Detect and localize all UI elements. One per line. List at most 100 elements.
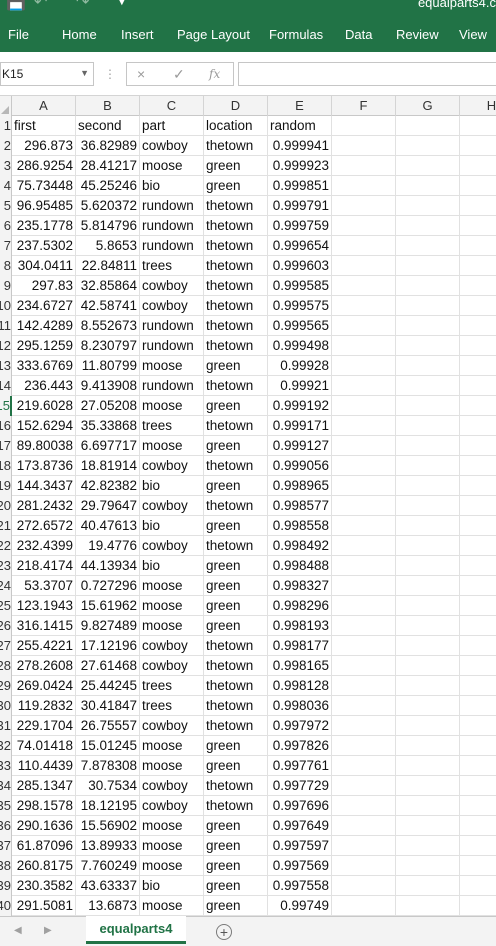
cell[interactable] bbox=[460, 876, 496, 896]
cell[interactable] bbox=[460, 716, 496, 736]
cell[interactable]: 18.81914 bbox=[76, 456, 140, 476]
cell[interactable]: 28.41217 bbox=[76, 156, 140, 176]
cell[interactable]: 235.1778 bbox=[12, 216, 76, 236]
cell[interactable]: 25.44245 bbox=[76, 676, 140, 696]
cell[interactable]: 7.878308 bbox=[76, 756, 140, 776]
cell[interactable] bbox=[332, 536, 396, 556]
cell[interactable]: cowboy bbox=[140, 276, 204, 296]
cell[interactable] bbox=[460, 156, 496, 176]
cell[interactable] bbox=[460, 476, 496, 496]
cell[interactable] bbox=[460, 436, 496, 456]
cell[interactable]: green bbox=[204, 616, 268, 636]
column-header-c[interactable]: C bbox=[140, 96, 204, 116]
cell[interactable]: cowboy bbox=[140, 456, 204, 476]
cell[interactable]: moose bbox=[140, 616, 204, 636]
cell[interactable]: 0.999192 bbox=[268, 396, 332, 416]
cell[interactable]: 18.12195 bbox=[76, 796, 140, 816]
cell[interactable]: green bbox=[204, 556, 268, 576]
cell[interactable] bbox=[460, 736, 496, 756]
cell[interactable]: thetown bbox=[204, 636, 268, 656]
cell[interactable]: moose bbox=[140, 156, 204, 176]
cell[interactable] bbox=[460, 556, 496, 576]
chevron-down-icon[interactable]: ▼ bbox=[80, 68, 89, 78]
cell[interactable] bbox=[332, 556, 396, 576]
cell[interactable] bbox=[332, 176, 396, 196]
cell[interactable] bbox=[332, 156, 396, 176]
cell[interactable] bbox=[460, 656, 496, 676]
tab-review[interactable]: Review bbox=[396, 27, 439, 42]
cell[interactable]: 0.999654 bbox=[268, 236, 332, 256]
cell[interactable]: moose bbox=[140, 396, 204, 416]
cell[interactable]: 144.3437 bbox=[12, 476, 76, 496]
row-header[interactable]: 34 bbox=[0, 776, 12, 796]
row-header[interactable]: 20 bbox=[0, 496, 12, 516]
cell[interactable] bbox=[460, 256, 496, 276]
cell[interactable]: 7.760249 bbox=[76, 856, 140, 876]
cell[interactable]: 45.25246 bbox=[76, 176, 140, 196]
cell[interactable] bbox=[332, 136, 396, 156]
row-header[interactable]: 5 bbox=[0, 196, 12, 216]
cell[interactable] bbox=[460, 356, 496, 376]
cell[interactable] bbox=[396, 136, 460, 156]
cell[interactable]: 5.620372 bbox=[76, 196, 140, 216]
cell[interactable]: green bbox=[204, 816, 268, 836]
cell[interactable]: thetown bbox=[204, 296, 268, 316]
cell[interactable] bbox=[332, 316, 396, 336]
row-header[interactable]: 15 bbox=[0, 396, 12, 416]
cell[interactable] bbox=[332, 756, 396, 776]
cell[interactable]: thetown bbox=[204, 136, 268, 156]
cell[interactable]: thetown bbox=[204, 696, 268, 716]
row-header[interactable]: 17 bbox=[0, 436, 12, 456]
cell[interactable]: 19.4776 bbox=[76, 536, 140, 556]
cell[interactable]: 30.41847 bbox=[76, 696, 140, 716]
cell[interactable]: trees bbox=[140, 696, 204, 716]
column-header-d[interactable]: D bbox=[204, 96, 268, 116]
column-header-f[interactable]: F bbox=[332, 96, 396, 116]
cell[interactable]: moose bbox=[140, 596, 204, 616]
cell[interactable]: 40.47613 bbox=[76, 516, 140, 536]
cell[interactable]: 75.73448 bbox=[12, 176, 76, 196]
cell[interactable]: rundown bbox=[140, 216, 204, 236]
row-header[interactable]: 7 bbox=[0, 236, 12, 256]
cell[interactable]: thetown bbox=[204, 236, 268, 256]
cell[interactable]: moose bbox=[140, 736, 204, 756]
cell[interactable]: thetown bbox=[204, 656, 268, 676]
cell[interactable]: 8.552673 bbox=[76, 316, 140, 336]
row-header[interactable]: 6 bbox=[0, 216, 12, 236]
cell[interactable]: rundown bbox=[140, 336, 204, 356]
cell[interactable]: first bbox=[12, 116, 76, 136]
cell[interactable]: 234.6727 bbox=[12, 296, 76, 316]
cell[interactable]: 229.1704 bbox=[12, 716, 76, 736]
cell[interactable]: green bbox=[204, 156, 268, 176]
cell[interactable] bbox=[332, 636, 396, 656]
cell[interactable]: 96.95485 bbox=[12, 196, 76, 216]
cell[interactable] bbox=[460, 756, 496, 776]
cell[interactable] bbox=[460, 276, 496, 296]
row-header[interactable]: 19 bbox=[0, 476, 12, 496]
column-header-g[interactable]: G bbox=[396, 96, 460, 116]
cell[interactable]: thetown bbox=[204, 316, 268, 336]
cell[interactable] bbox=[460, 396, 496, 416]
cell[interactable]: 237.5302 bbox=[12, 236, 76, 256]
cell[interactable] bbox=[396, 316, 460, 336]
cell[interactable]: 152.6294 bbox=[12, 416, 76, 436]
cell[interactable]: 5.8653 bbox=[76, 236, 140, 256]
function-icon[interactable]: fx bbox=[209, 67, 221, 81]
row-header[interactable]: 29 bbox=[0, 676, 12, 696]
cell[interactable] bbox=[396, 896, 460, 916]
cell[interactable] bbox=[460, 676, 496, 696]
cell[interactable]: cowboy bbox=[140, 716, 204, 736]
cell[interactable]: 0.998177 bbox=[268, 636, 332, 656]
cell[interactable]: moose bbox=[140, 756, 204, 776]
cell[interactable] bbox=[396, 776, 460, 796]
cell[interactable]: thetown bbox=[204, 456, 268, 476]
column-header-b[interactable]: B bbox=[76, 96, 140, 116]
cell[interactable]: 278.2608 bbox=[12, 656, 76, 676]
cell[interactable]: 0.997558 bbox=[268, 876, 332, 896]
cell[interactable] bbox=[332, 356, 396, 376]
cell[interactable]: green bbox=[204, 576, 268, 596]
cell[interactable]: 0.999585 bbox=[268, 276, 332, 296]
cell[interactable]: 61.87096 bbox=[12, 836, 76, 856]
cell[interactable]: 0.998296 bbox=[268, 596, 332, 616]
cell[interactable]: thetown bbox=[204, 376, 268, 396]
